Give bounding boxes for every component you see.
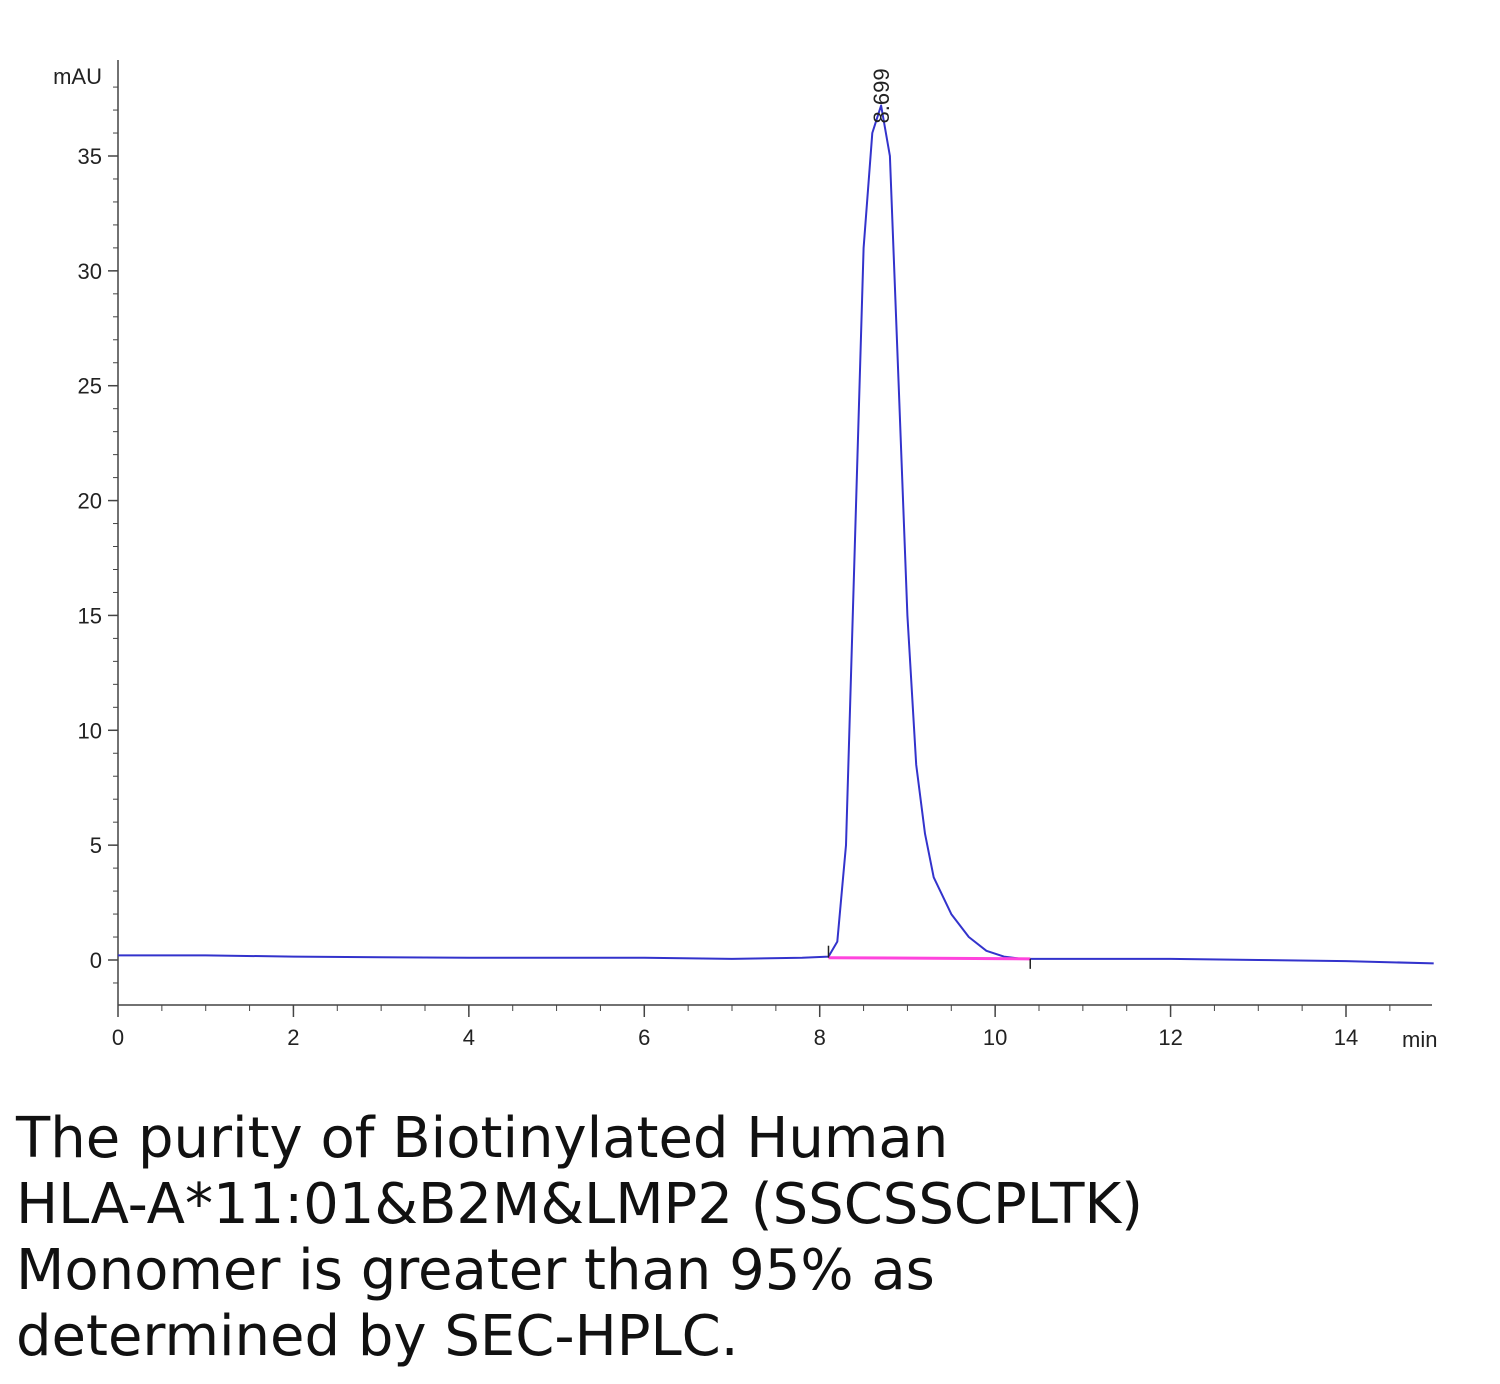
x-tick-label: 0: [112, 1025, 124, 1050]
integration-baseline: [828, 956, 1031, 961]
annotations: 8.699: [869, 68, 894, 123]
y-tick-label: 25: [78, 374, 102, 399]
y-tick-label: 15: [78, 603, 102, 628]
caption: The purity of Biotinylated Human HLA-A*1…: [16, 1106, 1476, 1370]
x-axis-unit: min: [1402, 1027, 1437, 1052]
x-tick-label: 2: [287, 1025, 299, 1050]
caption-line-4: determined by SEC-HPLC.: [16, 1304, 739, 1369]
y-axis-unit: mAU: [53, 64, 102, 89]
x-tick-label: 6: [638, 1025, 650, 1050]
chromatogram-svg: 0 5 10 15 20 25 30 35 0 2 4 6 8 10 12 14 mAU min 8.699: [53, 60, 1437, 1052]
y-tick-label: 10: [78, 718, 102, 743]
y-tick-label: 0: [90, 948, 102, 973]
y-tick-label: 20: [78, 489, 102, 514]
x-tick-label: 14: [1334, 1025, 1358, 1050]
caption-line-1: The purity of Biotinylated Human: [16, 1106, 949, 1171]
axis-labels: 0 5 10 15 20 25 30 35 0 2 4 6 8 10 12 14 mAU min: [53, 64, 1437, 1052]
x-tick-label: 10: [983, 1025, 1007, 1050]
peak-retention-label: 8.699: [869, 68, 894, 123]
x-tick-label: 12: [1158, 1025, 1182, 1050]
caption-line-2: HLA-A*11:01&B2M&LMP2 (SSCSSCPLTK): [16, 1172, 1144, 1237]
caption-line-3: Monomer is greater than 95% as: [16, 1238, 935, 1303]
axis-ticks: [108, 86, 1391, 1017]
y-tick-label: 30: [78, 259, 102, 284]
y-tick-label: 5: [90, 833, 102, 858]
x-tick-label: 8: [814, 1025, 826, 1050]
x-tick-label: 4: [463, 1025, 475, 1050]
chromatogram: 0 5 10 15 20 25 30 35 0 2 4 6 8 10 12 14 mAU min 8.699: [53, 60, 1437, 1052]
y-tick-label: 35: [78, 144, 102, 169]
series: [118, 104, 1434, 969]
axes: [117, 60, 1432, 1006]
signal-trace: [118, 104, 1434, 965]
